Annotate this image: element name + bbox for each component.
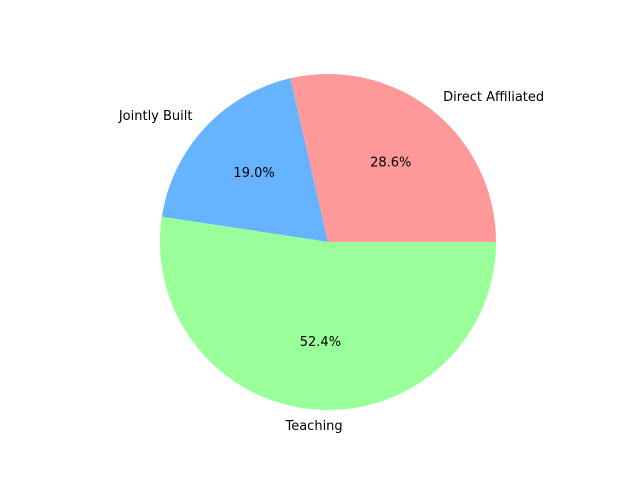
percent-label-jointly-built: 19.0%: [233, 166, 274, 181]
percent-label-teaching: 52.4%: [300, 335, 341, 350]
category-label-teaching: Teaching: [284, 419, 342, 434]
pie-slice-teaching: [159, 216, 496, 411]
pie-slice-jointly-built: [161, 78, 328, 243]
category-label-direct-affiliated: Direct Affiliated: [443, 90, 544, 105]
pie-labels: Direct Affiliated 28.6% Jointly Built 19.0%…: [118, 90, 544, 434]
percent-label-direct-affiliated: 28.6%: [370, 156, 411, 171]
pie-slice-direct-affiliated: [290, 74, 496, 242]
pie-slices: [159, 74, 496, 411]
category-label-jointly-built: Jointly Built: [118, 109, 193, 124]
